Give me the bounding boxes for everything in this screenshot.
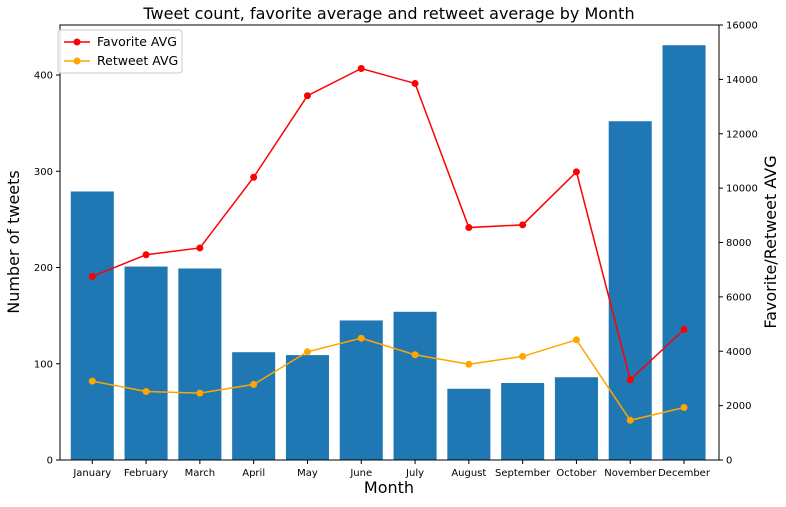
- x-tick-label: March: [185, 468, 215, 479]
- legend-marker-favorite: [73, 38, 81, 46]
- series-point: [142, 387, 150, 395]
- y-tick-label: 100: [34, 359, 53, 370]
- y2-tick-label: 8000: [726, 238, 751, 249]
- lines-layer: [88, 65, 688, 424]
- legend-label-retweet: Retweet AVG: [97, 53, 178, 68]
- x-ticks: January February March April May June July Augu…: [72, 460, 711, 479]
- bar: [447, 388, 491, 460]
- bar: [285, 355, 329, 460]
- y2-tick-label: 16000: [726, 21, 758, 32]
- y-right-ticks: 0 2000 4000 6000 8000 10000 12000 14000 16000: [719, 21, 758, 467]
- series-point: [626, 416, 634, 424]
- y-tick-label: 400: [34, 71, 53, 82]
- bar: [554, 377, 598, 460]
- y2-tick-label: 4000: [726, 347, 751, 358]
- x-tick-label: November: [604, 468, 657, 479]
- legend-label-favorite: Favorite AVG: [97, 34, 177, 49]
- legend-box: [57, 29, 183, 74]
- series-point: [572, 336, 580, 344]
- series-point: [357, 65, 365, 72]
- bar: [608, 121, 652, 460]
- series-point: [196, 389, 204, 397]
- y-axis-title: Number of tweets: [4, 170, 23, 314]
- y2-tick-label: 0: [726, 456, 732, 467]
- legend: Favorite AVG Retweet AVG: [57, 29, 183, 74]
- y2-axis-title: Favorite/Retweet AVG: [761, 155, 780, 328]
- series-point: [357, 334, 365, 342]
- series-point: [303, 348, 311, 356]
- series-point: [196, 244, 204, 252]
- series-point: [465, 360, 473, 368]
- bars-layer: [70, 45, 706, 461]
- y2-tick-label: 2000: [726, 401, 751, 412]
- y-left-ticks: 0 100 200 300 400: [34, 71, 60, 467]
- bar: [339, 320, 383, 460]
- series-point: [250, 173, 258, 181]
- series-point: [626, 376, 634, 384]
- y2-tick-label: 6000: [726, 292, 751, 303]
- series-line: [92, 337, 685, 422]
- y2-tick-label: 14000: [726, 75, 758, 86]
- x-tick-label: May: [297, 468, 318, 479]
- series-line: [91, 67, 685, 382]
- series-point: [680, 326, 688, 333]
- series-point: [142, 251, 150, 259]
- y2-tick-label: 10000: [726, 184, 758, 195]
- series-point: [519, 352, 527, 360]
- bar: [393, 311, 437, 460]
- series-point: [519, 221, 527, 229]
- x-axis-title: Month: [364, 478, 414, 497]
- x-tick-label: August: [451, 468, 486, 479]
- series-point: [88, 272, 96, 280]
- bar: [124, 266, 168, 460]
- bar: [178, 268, 222, 460]
- series-point: [88, 377, 96, 385]
- series-point: [572, 168, 580, 176]
- bar: [232, 352, 276, 460]
- series-point: [411, 351, 419, 359]
- bar: [70, 191, 114, 461]
- x-tick-label: July: [405, 468, 424, 479]
- y-tick-label: 0: [47, 456, 53, 467]
- series-point: [250, 380, 258, 388]
- x-tick-label: October: [556, 468, 597, 479]
- x-tick-label: September: [495, 468, 551, 479]
- series-point: [303, 92, 311, 100]
- x-tick-label: February: [124, 468, 168, 479]
- series-point: [680, 404, 688, 412]
- x-tick-label: June: [349, 468, 372, 479]
- legend-marker-retweet: [73, 57, 81, 65]
- chart-title: Tweet count, favorite average and retwee…: [142, 4, 634, 23]
- bar: [662, 45, 706, 461]
- bar: [501, 383, 545, 460]
- x-tick-label: January: [72, 468, 111, 479]
- x-tick-label: April: [242, 468, 265, 479]
- series-point: [411, 79, 419, 87]
- series-point: [465, 224, 473, 232]
- y-tick-label: 200: [34, 263, 53, 274]
- y-tick-label: 300: [34, 167, 53, 178]
- y2-tick-label: 12000: [726, 129, 758, 140]
- x-tick-label: December: [658, 468, 711, 479]
